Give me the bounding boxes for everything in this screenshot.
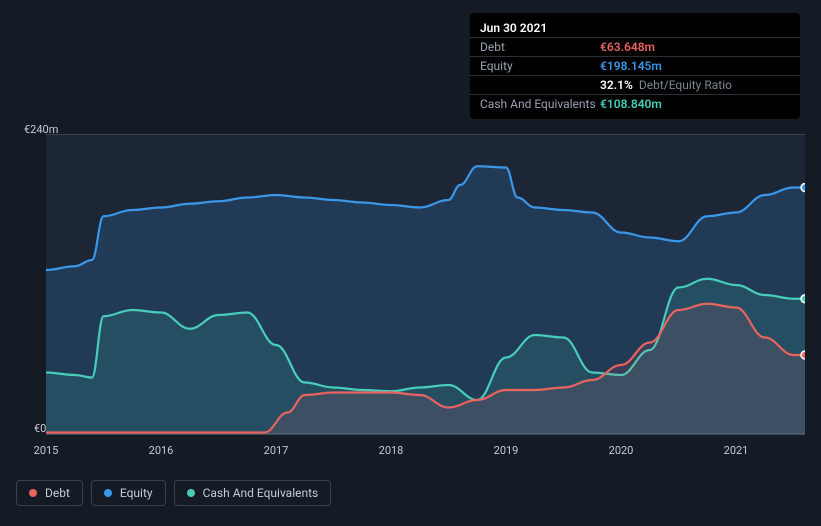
x-tick: 2017	[264, 444, 289, 457]
tooltip-value: €198.145m	[600, 59, 662, 73]
legend-item-debt[interactable]: Debt	[16, 480, 83, 506]
chart-plot-area[interactable]	[46, 134, 805, 434]
tooltip-date: Jun 30 2021	[480, 21, 547, 35]
tooltip-label: Equity	[480, 59, 600, 73]
tooltip-suffix: Debt/Equity Ratio	[639, 78, 732, 92]
x-tick: 2016	[149, 444, 174, 457]
series-marker-debt	[801, 351, 805, 359]
x-tick: 2020	[609, 444, 634, 457]
legend-label: Debt	[45, 486, 70, 500]
legend-label: Equity	[120, 486, 153, 500]
tooltip-row: 32.1% Debt/Equity Ratio	[470, 76, 800, 95]
x-tick: 2019	[494, 444, 519, 457]
chart-legend: Debt Equity Cash And Equivalents	[16, 480, 331, 506]
legend-dot-icon	[104, 489, 112, 497]
tooltip-label: Debt	[480, 40, 600, 54]
x-tick: 2018	[379, 444, 404, 457]
x-tick: 2021	[724, 444, 749, 457]
legend-item-cash-and-equivalents[interactable]: Cash And Equivalents	[174, 480, 332, 506]
tooltip-row: Debt€63.648m	[470, 38, 800, 57]
series-marker-cash-and-equivalents	[801, 295, 805, 303]
chart-tooltip: Jun 30 2021 Debt€63.648mEquity€198.145m3…	[470, 13, 800, 119]
tooltip-label	[480, 78, 600, 92]
tooltip-row: Equity€198.145m	[470, 57, 800, 76]
y-axis-label-min: €0	[34, 422, 46, 435]
series-marker-equity	[801, 184, 805, 192]
legend-dot-icon	[187, 489, 195, 497]
chart-svg	[46, 135, 805, 435]
tooltip-value: €63.648m	[600, 40, 655, 54]
tooltip-row: Cash And Equivalents€108.840m	[470, 95, 800, 113]
legend-item-equity[interactable]: Equity	[91, 480, 166, 506]
legend-dot-icon	[29, 489, 37, 497]
x-tick: 2015	[34, 444, 59, 457]
tooltip-value: €108.840m	[600, 97, 662, 111]
legend-label: Cash And Equivalents	[203, 486, 319, 500]
tooltip-value: 32.1%	[600, 78, 633, 92]
tooltip-label: Cash And Equivalents	[480, 97, 600, 111]
